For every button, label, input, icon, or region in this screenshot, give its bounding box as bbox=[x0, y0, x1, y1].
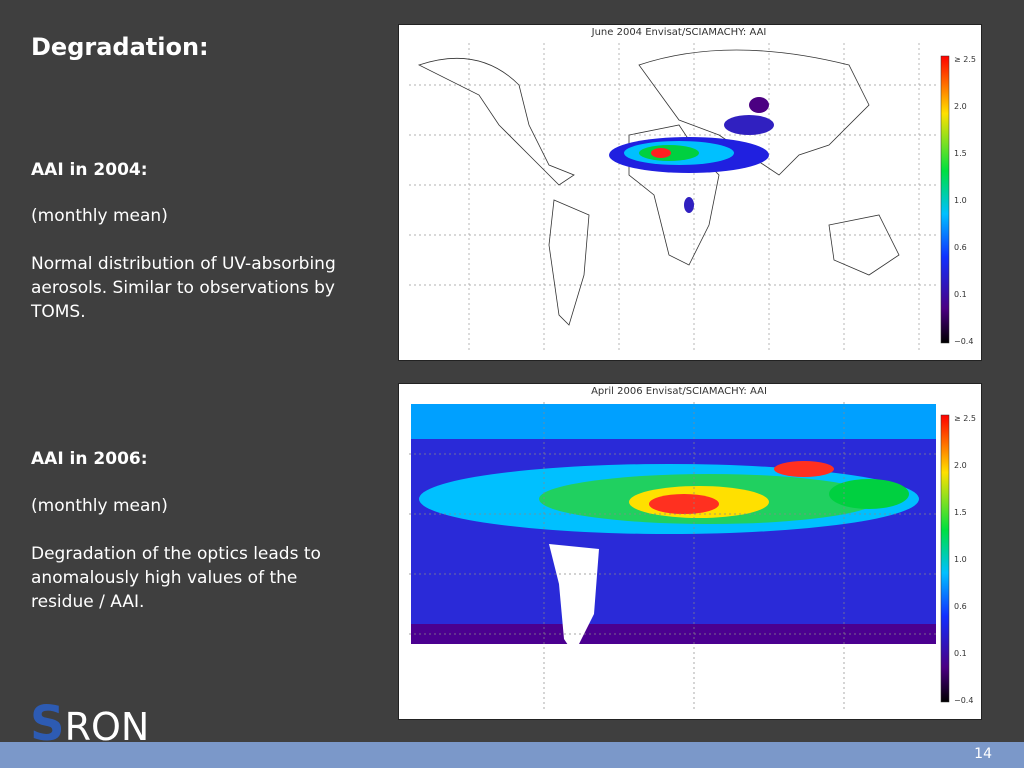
map-panel: April 2006 Envisat/SCIAMACHY: AAI ≥ 2.5 2… bbox=[398, 383, 982, 720]
section-heading: AAI in 2004: bbox=[31, 160, 148, 180]
map-2006: April 2006 Envisat/SCIAMACHY: AAI ≥ 2.5 2… bbox=[409, 386, 976, 710]
map-2004: June 2004 Envisat/SCIAMACHY: AAI ≥ 2.5 2.… bbox=[409, 27, 976, 351]
page-number: 14 bbox=[974, 746, 992, 762]
colorbar-label: 2.0 bbox=[954, 102, 967, 111]
section-note: (monthly mean) bbox=[31, 206, 168, 226]
colorbar-label: 0.1 bbox=[954, 290, 967, 299]
colorbar bbox=[940, 55, 950, 344]
section-text: Degradation of the optics leads to anoma… bbox=[31, 544, 321, 612]
colorbar-label: 0.6 bbox=[954, 243, 967, 252]
colorbar-label: 0.6 bbox=[954, 602, 967, 611]
colorbar-label: 1.5 bbox=[954, 508, 967, 517]
colorbar-label: 1.5 bbox=[954, 149, 967, 158]
colorbar bbox=[940, 414, 950, 703]
logo: SRON bbox=[30, 700, 149, 751]
colorbar-label: −0.4 bbox=[954, 337, 973, 346]
section-text: Normal distribution of UV-absorbing aero… bbox=[31, 254, 336, 322]
map-title: April 2006 Envisat/SCIAMACHY: AAI bbox=[591, 386, 767, 397]
colorbar-label: −0.4 bbox=[954, 696, 973, 705]
section-heading: AAI in 2006: bbox=[31, 449, 148, 469]
colorbar-label: ≥ 2.5 bbox=[954, 414, 976, 423]
map-panel: June 2004 Envisat/SCIAMACHY: AAI ≥ 2.5 2.… bbox=[398, 24, 982, 361]
section-note: (monthly mean) bbox=[31, 496, 168, 516]
colorbar-label: 1.0 bbox=[954, 196, 967, 205]
logo-text: RON bbox=[64, 705, 150, 749]
colorbar-label: 2.0 bbox=[954, 461, 967, 470]
slide-title: Degradation: bbox=[31, 33, 209, 61]
colorbar-label: 1.0 bbox=[954, 555, 967, 564]
map-title: June 2004 Envisat/SCIAMACHY: AAI bbox=[591, 27, 767, 38]
footer-bar bbox=[0, 742, 1024, 768]
logo-initial: S bbox=[30, 696, 65, 752]
colorbar-label: 0.1 bbox=[954, 649, 967, 658]
colorbar-label: ≥ 2.5 bbox=[954, 55, 976, 64]
